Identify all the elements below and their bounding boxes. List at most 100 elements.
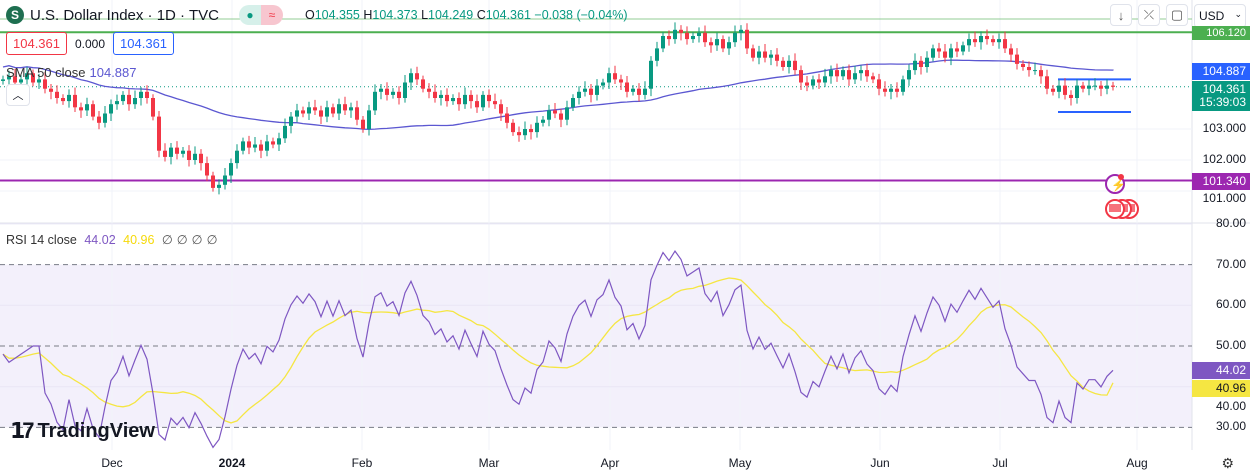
time-axis-label: Dec [101,456,123,470]
time-axis-label: Apr [600,456,620,470]
sell-button[interactable]: 104.361 [6,32,67,55]
change-value: −0.038 (−0.04%) [534,8,628,22]
buy-button[interactable]: 104.361 [113,32,175,55]
candle-body [949,48,953,58]
candle-body [421,79,425,89]
candle-body [175,147,179,154]
candle-body [403,82,407,98]
candle-body [247,141,251,148]
candle-body [319,110,323,117]
candle-body [193,153,197,160]
candle-body [961,45,965,52]
rsi-value-label: 44.02 [1192,362,1250,379]
candle-body [355,107,359,120]
candle-body [553,110,557,114]
time-axis-label: Jul [992,456,1008,470]
candle-body [505,113,509,123]
candle-body [25,73,29,80]
candle-body [535,122,539,133]
candle-body [37,79,41,83]
candle-body [853,73,857,80]
candle-body [877,79,881,89]
chevron-up-icon: ︿ [12,90,24,102]
candle-body [1009,48,1013,55]
spread-value: 0.000 [75,36,106,51]
time-axis-label: Aug [1126,456,1148,470]
candle-body [703,32,707,43]
candle-body [907,70,911,80]
candle-body [499,104,503,114]
candle-body [265,141,269,151]
candle-body [733,32,737,43]
candle-body [805,82,809,86]
candle-body [577,91,581,98]
candle-body [1111,85,1115,87]
candle-body [181,150,185,154]
candle-body [463,94,467,105]
candle-body [529,129,533,133]
candle-body [331,107,335,114]
candle-body [607,73,611,83]
settings-gear-icon[interactable]: ⚙ [1221,455,1234,471]
rsi-ma-line [2,277,1114,424]
candle-body [613,73,617,80]
candle-body [109,104,113,114]
candle-body [823,76,827,83]
candle-body [211,175,215,188]
resistance-price-label: 106.120 [1192,26,1250,40]
candle-body [79,107,83,111]
market-open-dot-icon: ● [238,5,261,25]
sma-legend[interactable]: SMA 50 close 104.887 [6,65,137,80]
candle-body [763,51,767,58]
scroll-to-latest-button[interactable]: ↓ [1110,4,1132,26]
candle-body [595,85,599,95]
market-status[interactable]: ● ≈ [238,5,283,25]
candle-body [619,79,623,83]
collapse-button[interactable]: ⤫ [1138,4,1160,26]
candle-body [325,107,329,117]
candle-body [589,88,593,95]
candle-body [661,36,665,49]
candle-body [709,42,713,46]
candle-body [433,91,437,98]
rsi-legend[interactable]: RSI 14 close 44.02 40.96 ∅ ∅ ∅ ∅ [6,233,218,247]
fullscreen-button[interactable]: ▢ [1166,4,1188,26]
candle-body [547,110,551,120]
candle-body [1063,85,1067,95]
candle-body [187,150,191,160]
candle-body [601,82,605,86]
candle-body [841,70,845,77]
candle-body [145,91,149,98]
collapse-legend-button[interactable]: ︿ [6,84,30,106]
candle-body [1,79,5,81]
tradingview-logo[interactable]: 𝟭7 TradingView [10,418,155,443]
candle-body [565,107,569,120]
candle-body [943,51,947,58]
candle-body [1105,85,1109,89]
candle-body [451,98,455,102]
candle-body [673,29,677,40]
candle-body [991,39,995,43]
candle-body [103,113,107,123]
candle-body [55,91,59,98]
chart-header: S U.S. Dollar Index · 1D · TVC ● ≈ O104.… [6,5,628,25]
candle-body [217,184,221,188]
currency-select[interactable]: USD ⌄ [1194,4,1246,28]
candle-body [631,88,635,92]
candle-body [1003,39,1007,49]
candle-body [493,101,497,105]
candle-body [163,150,167,157]
candle-body [295,110,299,117]
candle-body [85,104,89,111]
symbol-title[interactable]: U.S. Dollar Index · 1D · TVC [30,6,219,24]
candle-body [67,94,71,102]
candle-body [199,153,203,164]
rsi-line [2,250,1114,449]
candle-body [1027,67,1031,71]
candle-body [1093,85,1097,87]
candle-body [457,98,461,105]
candle-body [439,94,443,98]
candle-body [223,175,227,185]
candle-body [811,79,815,86]
